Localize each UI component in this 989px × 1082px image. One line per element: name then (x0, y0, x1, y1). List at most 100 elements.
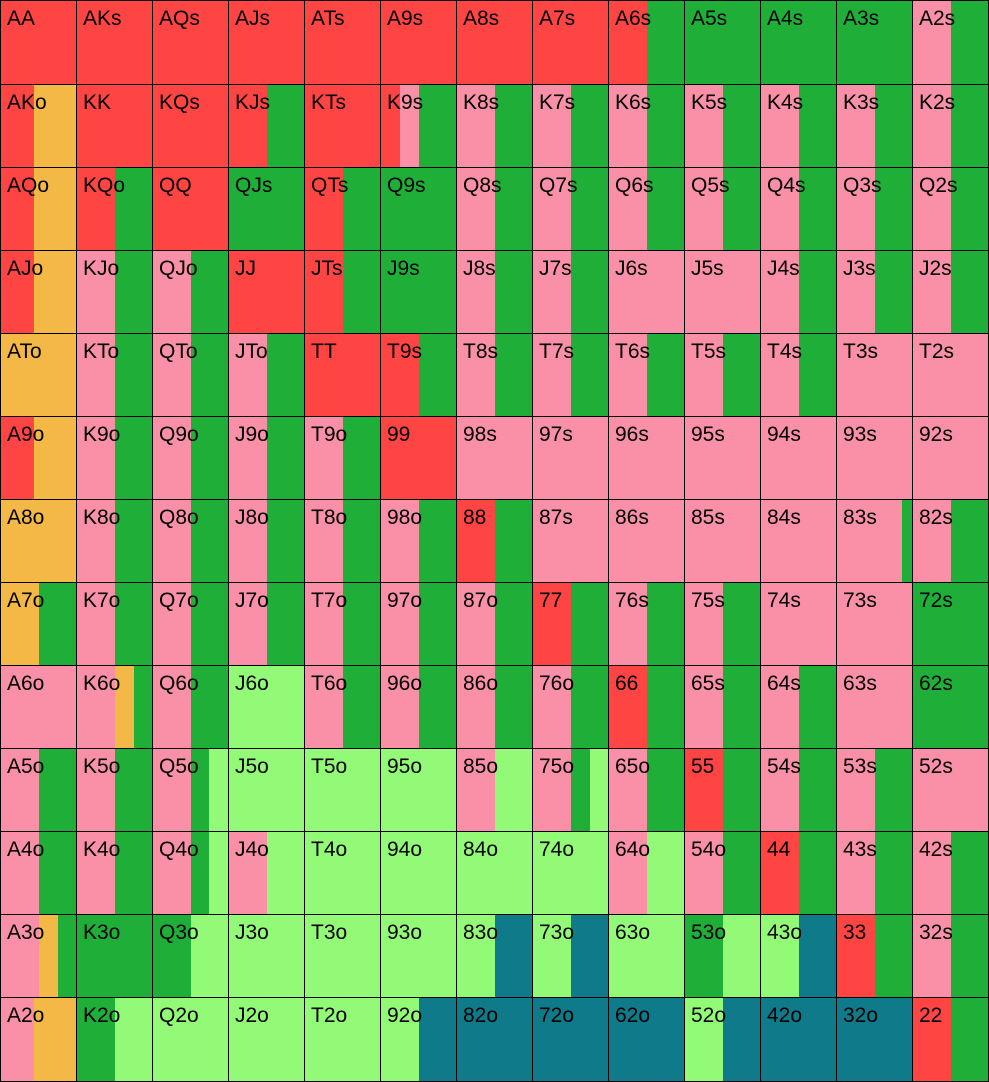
hand-cell-44[interactable]: 44 (761, 832, 837, 915)
hand-cell-87s[interactable]: 87s (533, 500, 609, 583)
hand-cell-T5s[interactable]: T5s (685, 334, 761, 417)
hand-cell-83s[interactable]: 83s (837, 500, 913, 583)
hand-cell-Q4o[interactable]: Q4o (153, 832, 229, 915)
hand-cell-A9o[interactable]: A9o (1, 417, 77, 500)
hand-cell-A8o[interactable]: A8o (1, 500, 77, 583)
hand-cell-T7o[interactable]: T7o (305, 583, 381, 666)
hand-cell-84o[interactable]: 84o (457, 832, 533, 915)
hand-cell-72o[interactable]: 72o (533, 998, 609, 1082)
hand-cell-54o[interactable]: 54o (685, 832, 761, 915)
hand-cell-KQo[interactable]: KQo (77, 168, 153, 251)
hand-cell-72s[interactable]: 72s (913, 583, 989, 666)
hand-cell-J6o[interactable]: J6o (229, 666, 305, 749)
hand-cell-K7s[interactable]: K7s (533, 85, 609, 168)
hand-cell-ATs[interactable]: ATs (305, 1, 381, 85)
hand-cell-97o[interactable]: 97o (381, 583, 457, 666)
hand-cell-22[interactable]: 22 (913, 998, 989, 1082)
hand-cell-77[interactable]: 77 (533, 583, 609, 666)
hand-cell-T9s[interactable]: T9s (381, 334, 457, 417)
hand-cell-J2o[interactable]: J2o (229, 998, 305, 1082)
hand-cell-QJo[interactable]: QJo (153, 251, 229, 334)
hand-cell-QTo[interactable]: QTo (153, 334, 229, 417)
hand-cell-Q2s[interactable]: Q2s (913, 168, 989, 251)
hand-cell-A5o[interactable]: A5o (1, 749, 77, 832)
hand-cell-KTs[interactable]: KTs (305, 85, 381, 168)
hand-cell-AJo[interactable]: AJo (1, 251, 77, 334)
hand-cell-A6o[interactable]: A6o (1, 666, 77, 749)
hand-cell-83o[interactable]: 83o (457, 915, 533, 998)
hand-cell-J2s[interactable]: J2s (913, 251, 989, 334)
hand-cell-J6s[interactable]: J6s (609, 251, 685, 334)
hand-cell-A2s[interactable]: A2s (913, 1, 989, 85)
hand-cell-AA[interactable]: AA (1, 1, 77, 85)
hand-cell-T2s[interactable]: T2s (913, 334, 989, 417)
hand-cell-JTs[interactable]: JTs (305, 251, 381, 334)
hand-cell-33[interactable]: 33 (837, 915, 913, 998)
hand-cell-AQs[interactable]: AQs (153, 1, 229, 85)
hand-cell-T6o[interactable]: T6o (305, 666, 381, 749)
hand-cell-75s[interactable]: 75s (685, 583, 761, 666)
hand-cell-96s[interactable]: 96s (609, 417, 685, 500)
hand-cell-KQs[interactable]: KQs (153, 85, 229, 168)
hand-cell-KJs[interactable]: KJs (229, 85, 305, 168)
hand-cell-A3o[interactable]: A3o (1, 915, 77, 998)
hand-cell-42o[interactable]: 42o (761, 998, 837, 1082)
hand-cell-J9s[interactable]: J9s (381, 251, 457, 334)
hand-cell-J4s[interactable]: J4s (761, 251, 837, 334)
hand-cell-K2o[interactable]: K2o (77, 998, 153, 1082)
hand-cell-QTs[interactable]: QTs (305, 168, 381, 251)
hand-cell-98s[interactable]: 98s (457, 417, 533, 500)
hand-cell-85s[interactable]: 85s (685, 500, 761, 583)
hand-cell-75o[interactable]: 75o (533, 749, 609, 832)
hand-cell-J3o[interactable]: J3o (229, 915, 305, 998)
hand-cell-K6s[interactable]: K6s (609, 85, 685, 168)
hand-cell-A4s[interactable]: A4s (761, 1, 837, 85)
hand-cell-Q7s[interactable]: Q7s (533, 168, 609, 251)
hand-cell-92o[interactable]: 92o (381, 998, 457, 1082)
hand-cell-74o[interactable]: 74o (533, 832, 609, 915)
hand-cell-K3o[interactable]: K3o (77, 915, 153, 998)
hand-cell-T7s[interactable]: T7s (533, 334, 609, 417)
hand-cell-62s[interactable]: 62s (913, 666, 989, 749)
hand-cell-93o[interactable]: 93o (381, 915, 457, 998)
hand-cell-ATo[interactable]: ATo (1, 334, 77, 417)
hand-cell-93s[interactable]: 93s (837, 417, 913, 500)
hand-cell-82s[interactable]: 82s (913, 500, 989, 583)
hand-cell-J5o[interactable]: J5o (229, 749, 305, 832)
hand-cell-JJ[interactable]: JJ (229, 251, 305, 334)
hand-cell-84s[interactable]: 84s (761, 500, 837, 583)
hand-cell-55[interactable]: 55 (685, 749, 761, 832)
hand-cell-74s[interactable]: 74s (761, 583, 837, 666)
hand-cell-82o[interactable]: 82o (457, 998, 533, 1082)
hand-cell-85o[interactable]: 85o (457, 749, 533, 832)
hand-cell-92s[interactable]: 92s (913, 417, 989, 500)
hand-cell-Q4s[interactable]: Q4s (761, 168, 837, 251)
hand-cell-K5s[interactable]: K5s (685, 85, 761, 168)
hand-cell-73s[interactable]: 73s (837, 583, 913, 666)
hand-cell-J5s[interactable]: J5s (685, 251, 761, 334)
hand-cell-63s[interactable]: 63s (837, 666, 913, 749)
hand-cell-K8o[interactable]: K8o (77, 500, 153, 583)
hand-cell-87o[interactable]: 87o (457, 583, 533, 666)
hand-cell-QJs[interactable]: QJs (229, 168, 305, 251)
hand-cell-64o[interactable]: 64o (609, 832, 685, 915)
hand-cell-Q5s[interactable]: Q5s (685, 168, 761, 251)
hand-cell-Q7o[interactable]: Q7o (153, 583, 229, 666)
hand-cell-A3s[interactable]: A3s (837, 1, 913, 85)
hand-cell-Q3s[interactable]: Q3s (837, 168, 913, 251)
hand-cell-52o[interactable]: 52o (685, 998, 761, 1082)
hand-cell-AJs[interactable]: AJs (229, 1, 305, 85)
hand-cell-76o[interactable]: 76o (533, 666, 609, 749)
hand-cell-32o[interactable]: 32o (837, 998, 913, 1082)
hand-cell-43o[interactable]: 43o (761, 915, 837, 998)
hand-cell-K7o[interactable]: K7o (77, 583, 153, 666)
hand-cell-99[interactable]: 99 (381, 417, 457, 500)
hand-cell-K9s[interactable]: K9s (381, 85, 457, 168)
hand-cell-98o[interactable]: 98o (381, 500, 457, 583)
hand-cell-97s[interactable]: 97s (533, 417, 609, 500)
hand-cell-A5s[interactable]: A5s (685, 1, 761, 85)
hand-cell-T8o[interactable]: T8o (305, 500, 381, 583)
hand-cell-Q6o[interactable]: Q6o (153, 666, 229, 749)
hand-cell-J8o[interactable]: J8o (229, 500, 305, 583)
hand-cell-T6s[interactable]: T6s (609, 334, 685, 417)
